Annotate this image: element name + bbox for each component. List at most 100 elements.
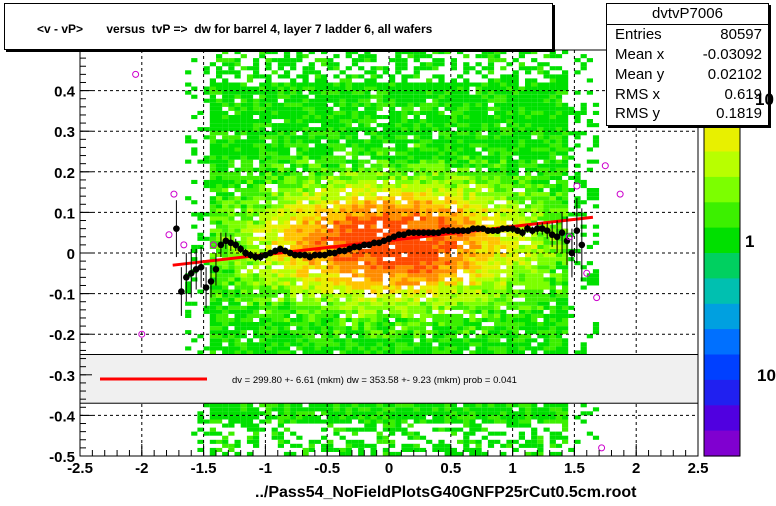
density-cell (277, 281, 284, 286)
density-cell (592, 204, 600, 209)
density-cell (228, 143, 235, 148)
density-cell (525, 297, 532, 302)
density-cell (518, 423, 525, 428)
density-cell (339, 175, 346, 180)
density-cell (253, 407, 260, 412)
density-cell (407, 248, 414, 253)
density-cell (543, 407, 550, 412)
density-cell (537, 232, 544, 237)
density-cell (259, 208, 266, 213)
density-cell (345, 102, 352, 107)
density-cell (506, 277, 513, 282)
density-cell (525, 305, 532, 310)
density-cell (209, 228, 216, 233)
density-cell (562, 342, 569, 347)
density-cell (562, 70, 569, 75)
density-cell (537, 90, 544, 95)
density-cell (240, 265, 247, 270)
density-cell (228, 253, 235, 258)
density-cell (407, 216, 414, 221)
density-cell (222, 216, 229, 221)
density-cell (463, 443, 470, 448)
density-cell (283, 322, 291, 327)
density-cell (401, 305, 408, 310)
density-cell (549, 74, 556, 79)
density-cell (358, 338, 365, 343)
profile-point (276, 245, 284, 253)
density-cell (543, 427, 550, 432)
density-cell (240, 192, 247, 197)
density-cell (376, 208, 383, 213)
density-cell (494, 147, 501, 152)
density-cell (296, 236, 303, 241)
density-cell (419, 419, 427, 424)
density-cell (518, 119, 525, 124)
density-cell (296, 244, 303, 249)
density-cell (518, 293, 525, 298)
density-cell (277, 269, 284, 274)
density-cell (271, 407, 278, 412)
density-cell (308, 135, 315, 140)
density-cell (494, 208, 501, 213)
density-cell (537, 216, 544, 221)
density-cell (389, 155, 396, 160)
density-cell (358, 443, 365, 448)
density-cell (525, 415, 532, 420)
density-cell (586, 277, 593, 282)
density-cell (228, 228, 235, 233)
density-cell (358, 66, 365, 71)
density-cell (283, 139, 291, 144)
density-cell (290, 293, 297, 298)
density-cell (525, 115, 532, 120)
density-cell (525, 403, 532, 408)
density-cell (432, 257, 439, 262)
density-cell (413, 318, 420, 323)
density-cell (308, 151, 315, 156)
density-cell (549, 330, 556, 335)
density-cell (376, 334, 383, 339)
density-cell (339, 147, 346, 152)
density-cell (494, 171, 501, 176)
density-cell (512, 86, 519, 91)
density-cell (376, 244, 383, 249)
density-cell (290, 269, 297, 274)
density-cell (370, 82, 377, 87)
profile-point (420, 229, 427, 236)
density-cell (240, 179, 247, 184)
density-cell (364, 220, 371, 225)
density-cell (494, 102, 501, 107)
density-cell (376, 313, 383, 318)
density-cell (290, 123, 297, 128)
density-cell (296, 346, 303, 351)
density-cell (234, 419, 241, 424)
density-cell (401, 110, 408, 115)
density-cell (296, 94, 303, 99)
density-cell (364, 285, 371, 290)
density-cell (314, 265, 321, 270)
density-cell (525, 269, 532, 274)
density-cell (277, 273, 284, 278)
density-cell (444, 443, 451, 448)
density-cell (444, 196, 451, 201)
density-cell (457, 188, 464, 193)
density-cell (419, 102, 427, 107)
density-cell (290, 309, 297, 314)
density-cell (234, 151, 241, 156)
density-cell (389, 135, 396, 140)
density-cell (246, 423, 254, 428)
density-cell (259, 338, 266, 343)
density-cell (265, 175, 272, 180)
density-cell (246, 216, 254, 221)
density-cell (401, 293, 408, 298)
density-cell (358, 236, 365, 241)
density-cell (574, 439, 581, 444)
density-cell (259, 123, 266, 128)
density-cell (562, 253, 569, 258)
density-cell (481, 232, 488, 237)
density-cell (240, 224, 247, 229)
density-cell (222, 346, 229, 351)
density-cell (426, 151, 433, 156)
density-cell (351, 407, 359, 412)
density-cell (277, 159, 284, 164)
density-cell (314, 90, 321, 95)
